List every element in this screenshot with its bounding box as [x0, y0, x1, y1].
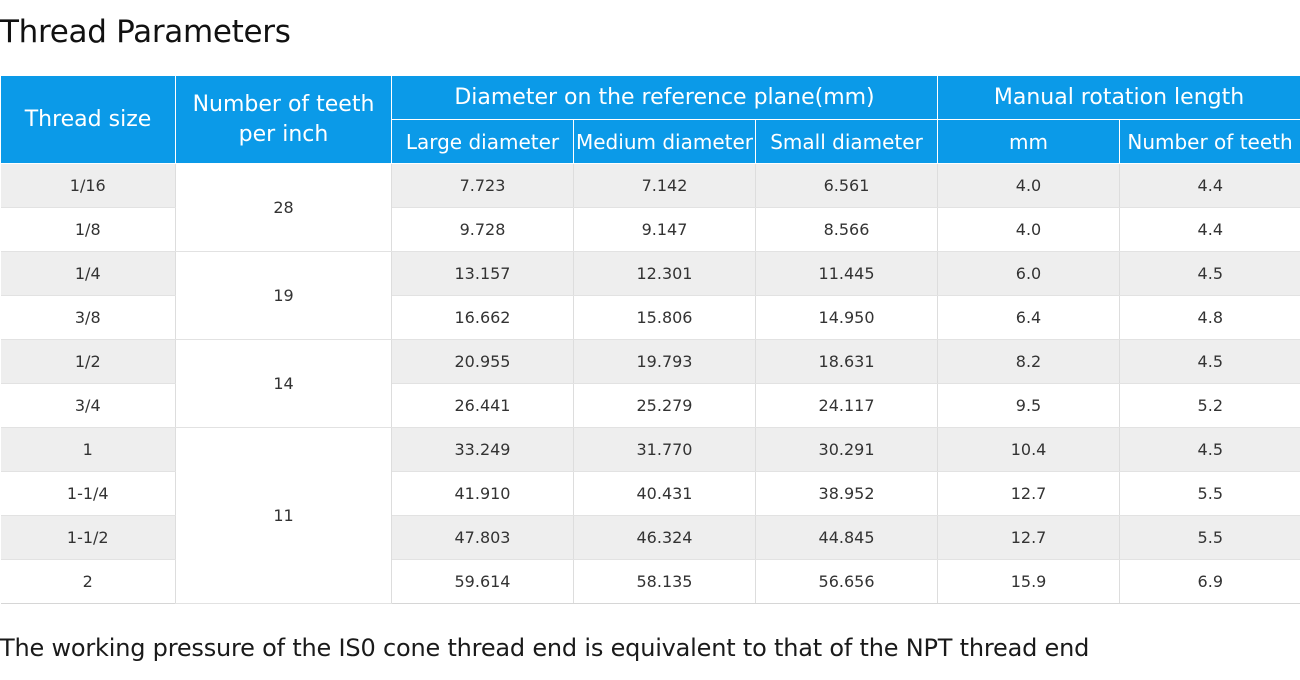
- page-title: Thread Parameters: [0, 14, 291, 50]
- cell-medium-diameter: 9.147: [573, 207, 756, 252]
- header-thread-size: Thread size: [0, 75, 176, 164]
- table-header: Thread size Number of teeth per inch Dia…: [0, 75, 1300, 164]
- cell-rotation-mm: 6.4: [937, 295, 1121, 340]
- cell-medium-diameter: 7.142: [573, 163, 756, 208]
- cell-thread-size: 1-1/2: [0, 515, 176, 560]
- cell-rotation-teeth: 5.5: [1119, 471, 1300, 516]
- cell-large-diameter: 33.249: [391, 427, 574, 472]
- table-body: 1/16 28 7.723 7.142 6.561 4.0 4.4 1/8 9.…: [0, 163, 1300, 604]
- cell-teeth-per-inch: 14: [175, 339, 392, 428]
- cell-small-diameter: 14.950: [755, 295, 939, 340]
- cell-medium-diameter: 15.806: [573, 295, 756, 340]
- cell-medium-diameter: 19.793: [573, 339, 756, 384]
- header-teeth-per-inch: Number of teeth per inch: [175, 75, 392, 164]
- cell-rotation-mm: 4.0: [937, 163, 1121, 208]
- cell-large-diameter: 59.614: [391, 559, 574, 604]
- cell-rotation-mm: 8.2: [937, 339, 1121, 384]
- cell-teeth-per-inch: 28: [175, 163, 392, 252]
- table-row: 1/4 19 13.157 12.301 11.445 6.0 4.5: [0, 251, 1300, 340]
- header-medium-diameter: Medium diameter: [573, 119, 756, 164]
- table-row: 3/8 16.662 15.806 14.950 6.4 4.8: [0, 295, 1300, 340]
- header-row-top: Thread size Number of teeth per inch Dia…: [0, 75, 1300, 164]
- cell-rotation-mm: 9.5: [937, 383, 1121, 428]
- cell-thread-size: 1-1/4: [0, 471, 176, 516]
- header-number-of-teeth: Number of teeth: [1119, 119, 1300, 164]
- cell-large-diameter: 9.728: [391, 207, 574, 252]
- cell-large-diameter: 16.662: [391, 295, 574, 340]
- header-manual-rotation-group: Manual rotation length: [937, 75, 1300, 120]
- cell-rotation-teeth: 5.2: [1119, 383, 1300, 428]
- cell-rotation-teeth: 4.4: [1119, 163, 1300, 208]
- header-teeth-per-inch-line2: per inch: [238, 121, 329, 147]
- cell-small-diameter: 8.566: [755, 207, 939, 252]
- table-row: 1-1/4 41.910 40.431 38.952 12.7 5.5: [0, 471, 1300, 516]
- cell-large-diameter: 7.723: [391, 163, 574, 208]
- cell-rotation-teeth: 4.5: [1119, 251, 1300, 296]
- cell-teeth-per-inch: 19: [175, 251, 392, 340]
- table-row: 2 59.614 58.135 56.656 15.9 6.9: [0, 559, 1300, 604]
- cell-thread-size: 1/4: [0, 251, 176, 296]
- cell-medium-diameter: 25.279: [573, 383, 756, 428]
- cell-small-diameter: 44.845: [755, 515, 939, 560]
- cell-small-diameter: 56.656: [755, 559, 939, 604]
- cell-rotation-mm: 4.0: [937, 207, 1121, 252]
- cell-rotation-teeth: 4.5: [1119, 427, 1300, 472]
- cell-medium-diameter: 31.770: [573, 427, 756, 472]
- cell-thread-size: 3/4: [0, 383, 176, 428]
- thread-parameters-table: Thread size Number of teeth per inch Dia…: [0, 75, 1300, 604]
- cell-medium-diameter: 58.135: [573, 559, 756, 604]
- cell-thread-size: 1/16: [0, 163, 176, 208]
- cell-large-diameter: 20.955: [391, 339, 574, 384]
- cell-rotation-mm: 12.7: [937, 515, 1121, 560]
- cell-large-diameter: 13.157: [391, 251, 574, 296]
- table-row: 1/2 14 20.955 19.793 18.631 8.2 4.5: [0, 339, 1300, 428]
- cell-large-diameter: 41.910: [391, 471, 574, 516]
- table-row: 1/16 28 7.723 7.142 6.561 4.0 4.4: [0, 163, 1300, 252]
- cell-thread-size: 1: [0, 427, 176, 472]
- header-row-bottom: Large diameter Medium diameter Small dia…: [1, 119, 1300, 164]
- cell-medium-diameter: 46.324: [573, 515, 756, 560]
- cell-medium-diameter: 12.301: [573, 251, 756, 296]
- header-teeth-per-inch-line1: Number of teeth: [192, 91, 375, 117]
- cell-rotation-mm: 10.4: [937, 427, 1121, 472]
- cell-rotation-teeth: 4.4: [1119, 207, 1300, 252]
- table-row: 1/8 9.728 9.147 8.566 4.0 4.4: [0, 207, 1300, 252]
- cell-small-diameter: 38.952: [755, 471, 939, 516]
- cell-rotation-mm: 6.0: [937, 251, 1121, 296]
- cell-medium-diameter: 40.431: [573, 471, 756, 516]
- cell-rotation-teeth: 5.5: [1119, 515, 1300, 560]
- table-row: 3/4 26.441 25.279 24.117 9.5 5.2: [0, 383, 1300, 428]
- cell-small-diameter: 18.631: [755, 339, 939, 384]
- cell-rotation-teeth: 4.8: [1119, 295, 1300, 340]
- cell-large-diameter: 26.441: [391, 383, 574, 428]
- cell-rotation-teeth: 6.9: [1119, 559, 1300, 604]
- table-row: 1-1/2 47.803 46.324 44.845 12.7 5.5: [0, 515, 1300, 560]
- cell-rotation-mm: 12.7: [937, 471, 1121, 516]
- cell-large-diameter: 47.803: [391, 515, 574, 560]
- header-large-diameter: Large diameter: [391, 119, 574, 164]
- cell-small-diameter: 6.561: [755, 163, 939, 208]
- cell-rotation-teeth: 4.5: [1119, 339, 1300, 384]
- table-row: 1 11 33.249 31.770 30.291 10.4 4.5: [0, 427, 1300, 604]
- header-diameter-group: Diameter on the reference plane(mm): [390, 75, 939, 120]
- footnote: The working pressure of the IS0 cone thr…: [0, 634, 1090, 662]
- cell-thread-size: 2: [0, 559, 176, 604]
- cell-rotation-mm: 15.9: [937, 559, 1121, 604]
- cell-teeth-per-inch: 11: [175, 427, 392, 604]
- cell-small-diameter: 24.117: [755, 383, 939, 428]
- cell-small-diameter: 11.445: [755, 251, 939, 296]
- header-small-diameter: Small diameter: [754, 119, 939, 164]
- header-mm: mm: [937, 119, 1121, 164]
- cell-thread-size: 1/8: [0, 207, 176, 252]
- cell-thread-size: 1/2: [0, 339, 176, 384]
- cell-small-diameter: 30.291: [755, 427, 939, 472]
- cell-thread-size: 3/8: [0, 295, 176, 340]
